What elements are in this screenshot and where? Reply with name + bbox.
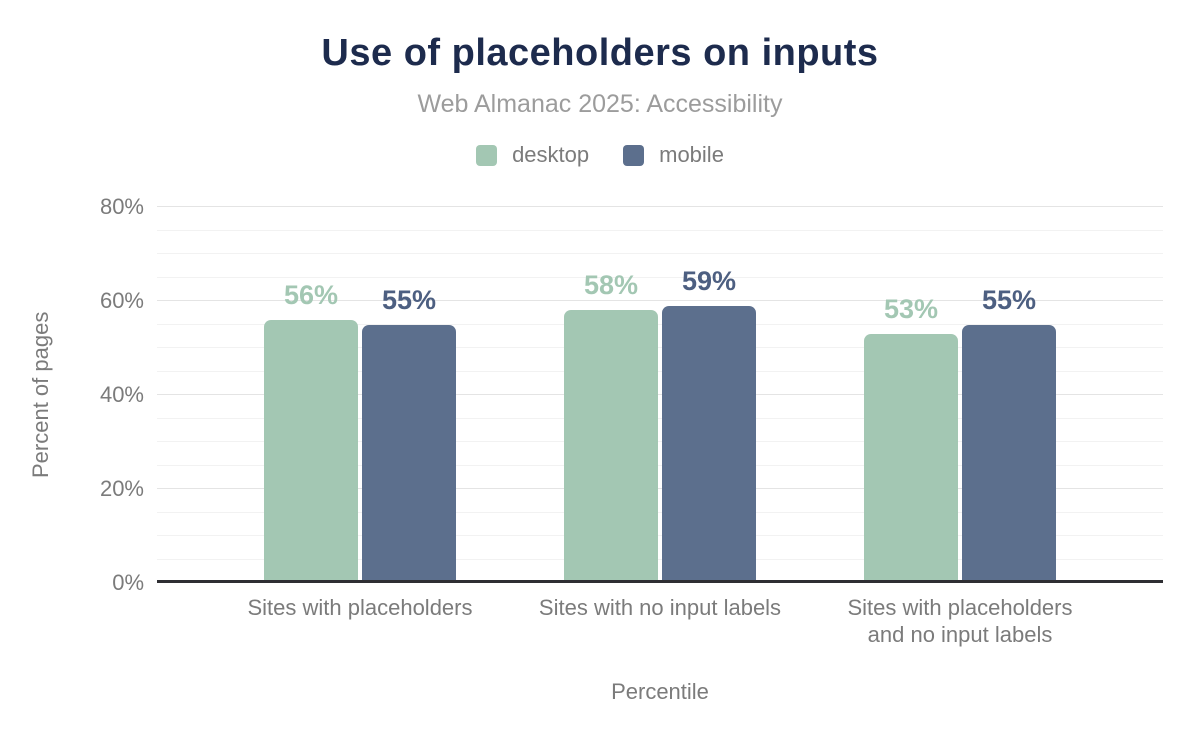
value-label-desktop-1: 58% xyxy=(583,270,639,301)
y-tick-40: 40% xyxy=(99,382,144,407)
chart-subtitle: Web Almanac 2025: Accessibility xyxy=(417,90,783,118)
gridline-15 xyxy=(157,511,1163,513)
y-tick-80: 80% xyxy=(99,194,144,219)
gridline-35 xyxy=(157,417,1163,419)
value-label-mobile-1: 59% xyxy=(681,265,737,296)
legend: desktop mobile xyxy=(0,142,1200,168)
gridline-55 xyxy=(157,323,1163,325)
x-axis-labels: Sites with placeholders Sites with no inp… xyxy=(157,594,1163,648)
x-axis-line xyxy=(157,580,1163,583)
gridline-5 xyxy=(157,558,1163,560)
chart-title: Use of placeholders on inputs xyxy=(321,32,879,74)
value-label-desktop-2: 53% xyxy=(883,293,939,324)
x-category-label-1: Sites with no input labels xyxy=(538,595,782,620)
y-tick-0: 0% xyxy=(112,570,144,595)
bar-group-2: 53% 55% xyxy=(810,207,1110,583)
gridline-70 xyxy=(157,253,1163,254)
legend-label: desktop xyxy=(512,142,590,167)
bar-group-1: 58% 59% xyxy=(510,207,810,583)
legend-swatch-mobile xyxy=(623,144,645,166)
gridline-10 xyxy=(157,535,1163,536)
gridline-65 xyxy=(157,276,1163,278)
gridline-40 xyxy=(157,394,1163,395)
gridline-25 xyxy=(157,464,1163,466)
y-axis-title: Percent of pages xyxy=(28,311,53,479)
legend-item-mobile[interactable]: mobile xyxy=(623,142,724,168)
plot-area: 56% 55% 58% 59% 53% 55% 0% 20% 40% 60% 80% xyxy=(100,194,1163,595)
x-category-label-0: Sites with placeholders xyxy=(247,595,473,620)
gridline-75 xyxy=(157,229,1163,231)
bar-group-0: 56% 55% xyxy=(210,207,510,583)
bar-desktop-0[interactable]: 56% xyxy=(264,280,358,583)
value-label-mobile-0: 55% xyxy=(381,284,437,315)
x-category-label-2: Sites with placeholders and no input labe… xyxy=(847,595,1073,647)
gridline-20 xyxy=(157,488,1163,489)
bar-mobile-0[interactable]: 55% xyxy=(362,285,456,583)
gridline-45 xyxy=(157,370,1163,372)
legend-item-desktop[interactable]: desktop xyxy=(476,142,589,168)
gridline-60 xyxy=(157,300,1163,301)
y-tick-20: 20% xyxy=(99,476,144,501)
legend-label: mobile xyxy=(659,142,724,167)
value-label-desktop-0: 56% xyxy=(283,279,339,310)
y-tick-60: 60% xyxy=(99,288,144,313)
bar-mobile-2[interactable]: 55% xyxy=(962,285,1056,583)
x-axis-title: Percentile xyxy=(611,679,709,704)
value-label-mobile-2: 55% xyxy=(981,284,1037,315)
gridline-30 xyxy=(157,441,1163,442)
bar-desktop-1[interactable]: 58% xyxy=(564,270,658,583)
bars-row: 56% 55% 58% 59% 53% 55% xyxy=(157,207,1163,583)
gridline-80 xyxy=(157,206,1163,207)
legend-swatch-desktop xyxy=(476,144,498,166)
bar-desktop-2[interactable]: 53% xyxy=(864,294,958,583)
gridline-50 xyxy=(157,347,1163,348)
bar-mobile-1[interactable]: 59% xyxy=(662,266,756,583)
